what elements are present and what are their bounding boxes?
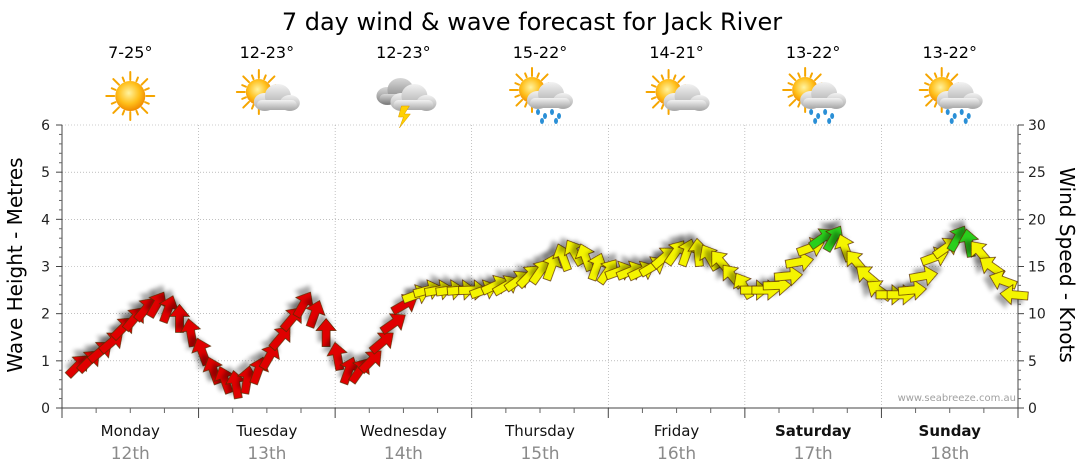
wind-arrow — [305, 300, 326, 329]
day-name-label: Friday — [654, 422, 700, 440]
partly-cloudy-icon — [235, 69, 300, 115]
wind-arrow — [784, 250, 815, 273]
day-date-label: 13th — [247, 444, 286, 464]
day-date-label: 16th — [657, 444, 696, 464]
wind-arrow — [908, 265, 939, 287]
day-date-label: 12th — [111, 444, 150, 464]
wind-arrow — [191, 337, 212, 367]
right-tick-label: 20 — [1028, 212, 1046, 228]
wind-arrow — [574, 243, 596, 273]
partly-cloudy-icon — [645, 69, 710, 115]
right-tick-label: 30 — [1028, 118, 1046, 134]
day-name-label: Wednesday — [360, 422, 447, 440]
wind-arrow — [292, 291, 314, 319]
wind-arrow — [379, 313, 406, 335]
left-tick-label: 0 — [41, 401, 50, 417]
right-tick-label: 25 — [1028, 165, 1046, 181]
watermark-text: www.seabreeze.com.au — [898, 393, 1016, 404]
wind-arrow — [808, 228, 835, 250]
day-name-label: Tuesday — [235, 422, 297, 440]
day-temp-label: 7-25° — [108, 43, 152, 62]
day-temp-label: 14-21° — [649, 43, 704, 62]
right-tick-label: 5 — [1028, 354, 1037, 370]
wind-arrow — [158, 295, 179, 324]
day-temp-label: 13-22° — [922, 43, 977, 62]
wind-arrow — [315, 317, 337, 347]
wind-arrow — [542, 252, 563, 282]
day-temp-label: 12-23° — [376, 43, 431, 62]
wind-arrow — [225, 370, 247, 400]
left-tick-label: 1 — [41, 354, 50, 370]
right-axis-title: Wind Speed - Knots — [1055, 167, 1079, 363]
day-name-label: Thursday — [504, 422, 575, 440]
day-name-label: Sunday — [919, 422, 982, 440]
showers-icon — [509, 67, 573, 124]
wind-arrow — [213, 366, 235, 395]
left-tick-label: 2 — [41, 307, 50, 323]
day-date-label: 17th — [794, 444, 833, 464]
wind-arrow — [258, 343, 280, 371]
wind-arrow — [168, 303, 191, 333]
day-header-group: 7-25° 12-23° 12-23° 15-22° 14-21° 13-22° 13-22… — [105, 43, 983, 129]
wind-arrow — [773, 265, 803, 287]
wind-arrows — [64, 225, 1029, 400]
day-name-label: Monday — [101, 422, 160, 440]
wind-arrow — [897, 279, 927, 301]
sunny-icon — [105, 71, 156, 121]
left-tick-label: 4 — [41, 212, 50, 228]
day-name-label: Saturday — [775, 422, 852, 440]
thunderstorm-icon — [376, 78, 437, 129]
showers-icon — [918, 67, 983, 124]
day-date-label: 14th — [384, 444, 423, 464]
left-tick-label: 5 — [41, 165, 50, 181]
left-tick-label: 3 — [41, 260, 50, 276]
showers-icon — [782, 67, 847, 124]
day-date-label: 18th — [930, 444, 969, 464]
wind-arrow — [999, 283, 1029, 306]
right-tick-label: 10 — [1028, 307, 1046, 323]
wind-arrow — [179, 318, 202, 348]
day-temp-label: 12-23° — [240, 43, 295, 62]
left-tick-label: 6 — [41, 118, 50, 134]
day-temp-label: 13-22° — [786, 43, 841, 62]
chart-title: 7 day wind & wave forecast for Jack Rive… — [282, 8, 782, 36]
wind-arrow — [587, 252, 608, 282]
day-temp-label: 15-22° — [513, 43, 568, 62]
right-tick-label: 0 — [1028, 401, 1037, 417]
right-tick-label: 15 — [1028, 260, 1046, 276]
day-labels: Monday 12th Tuesday 13th Wednesday 14th Thursd… — [101, 422, 981, 464]
left-axis-title: Wave Height - Metres — [3, 157, 27, 372]
axes: 0 1 2 3 4 5 6 0 5 10 15 20 25 30 — [41, 118, 1046, 418]
day-date-label: 15th — [520, 444, 559, 464]
